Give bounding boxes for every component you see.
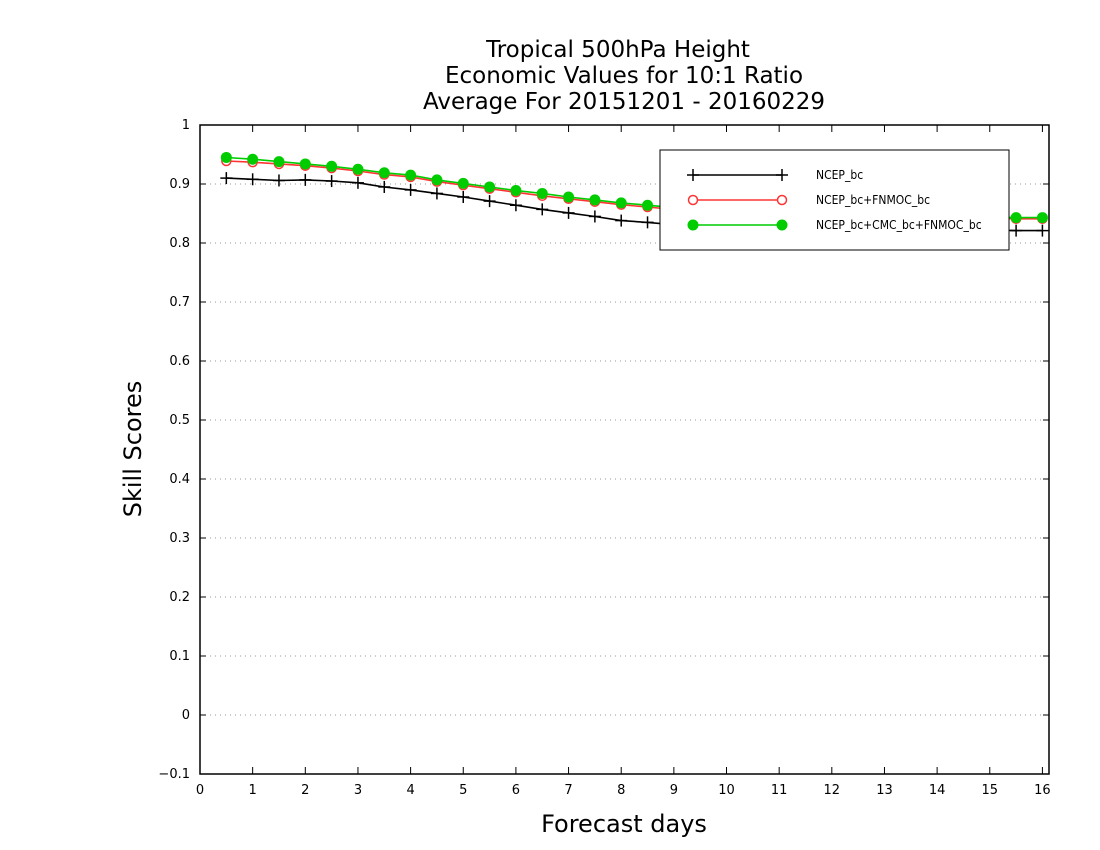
data-point <box>273 156 285 168</box>
y-tick-label: 0 <box>182 708 190 723</box>
x-tick-label: 16 <box>1034 783 1051 798</box>
data-point <box>484 181 496 193</box>
data-point <box>1010 224 1023 237</box>
data-point <box>1036 224 1049 237</box>
data-point <box>326 160 338 172</box>
data-point <box>325 175 338 188</box>
x-tick-label: 5 <box>459 783 467 798</box>
data-point <box>641 216 654 229</box>
data-point <box>405 169 417 181</box>
data-point <box>457 190 470 203</box>
chart-title-line-1: Tropical 500hPa Height <box>485 37 750 63</box>
x-tick-label: 10 <box>718 783 735 798</box>
y-tick-label: 1 <box>182 118 190 133</box>
data-point <box>378 180 391 193</box>
legend-marker-end <box>776 194 788 206</box>
x-tick-label: 9 <box>670 783 678 798</box>
y-tick-label: −0.1 <box>158 767 190 782</box>
data-point <box>351 176 364 189</box>
data-point <box>299 158 311 170</box>
y-tick-label: 0.6 <box>169 354 190 369</box>
data-point <box>588 210 601 223</box>
x-tick-label: 12 <box>824 783 841 798</box>
legend: NCEP_bc NCEP_bc+FNMOC_bc NCEP_bc+CMC_bc+FN… <box>659 149 1010 251</box>
data-point <box>536 203 549 216</box>
data-point <box>1010 212 1022 224</box>
data-point <box>431 174 443 186</box>
legend-entry: NCEP_bc+FNMOC_bc <box>687 193 930 207</box>
legend-entry: NCEP_bc <box>687 168 863 182</box>
data-point <box>1036 212 1048 224</box>
legend-label: NCEP_bc <box>816 168 863 182</box>
data-point <box>589 194 601 206</box>
x-tick-label: 1 <box>249 783 257 798</box>
data-point <box>457 177 469 189</box>
data-point <box>378 167 390 179</box>
data-point <box>615 197 627 209</box>
legend-label: NCEP_bc+CMC_bc+FNMOC_bc <box>816 218 982 232</box>
legend-marker-end <box>776 169 788 181</box>
x-tick-label: 4 <box>406 783 414 798</box>
y-tick-label: 0.4 <box>169 472 190 487</box>
x-axis-label: Forecast days <box>541 810 707 838</box>
data-point <box>247 153 259 165</box>
chart-title-line-2: Economic Values for 10:1 Ratio <box>445 63 803 89</box>
data-point <box>430 187 443 200</box>
legend-label: NCEP_bc+FNMOC_bc <box>816 193 930 207</box>
y-tick-label: 0.5 <box>169 413 190 428</box>
x-tick-label: 13 <box>876 783 893 798</box>
x-axis: 0 1 2 3 4 5 6 7 8 9 10 11 12 13 14 15 16 <box>196 125 1051 798</box>
y-tick-label: 0.2 <box>169 590 190 605</box>
x-tick-label: 0 <box>196 783 204 798</box>
chart-title-line-3: Average For 20151201 - 20160229 <box>423 89 825 115</box>
data-point <box>220 172 233 185</box>
x-tick-label: 7 <box>564 783 572 798</box>
legend-marker-end <box>776 219 788 231</box>
data-point <box>509 199 522 212</box>
data-point <box>220 151 232 163</box>
plot-frame <box>199 124 1050 775</box>
legend-entry: NCEP_bc+CMC_bc+FNMOC_bc <box>687 218 982 232</box>
y-tick-label: 0.1 <box>169 649 190 664</box>
data-point <box>299 173 312 186</box>
data-point <box>272 174 285 187</box>
x-tick-label: 14 <box>929 783 946 798</box>
y-tick-label: 0.3 <box>169 531 190 546</box>
data-point <box>562 206 575 219</box>
data-point <box>246 173 259 186</box>
legend-marker-start <box>687 194 699 206</box>
data-point <box>404 183 417 196</box>
x-tick-label: 2 <box>301 783 309 798</box>
data-point <box>615 214 628 227</box>
y-axis: −0.1 0 0.1 0.2 0.3 0.4 0.5 0.6 0.7 0.8 0.9 1 <box>158 118 1049 782</box>
data-point <box>563 191 575 203</box>
legend-marker-start <box>687 169 699 181</box>
data-point <box>483 195 496 208</box>
legend-marker-start <box>687 219 699 231</box>
data-point <box>642 199 654 211</box>
x-tick-label: 15 <box>981 783 998 798</box>
x-tick-label: 11 <box>771 783 788 798</box>
x-tick-label: 3 <box>354 783 362 798</box>
y-tick-label: 0.7 <box>169 295 190 310</box>
data-point <box>536 187 548 199</box>
data-point <box>510 184 522 196</box>
x-tick-label: 8 <box>617 783 625 798</box>
x-tick-label: 6 <box>512 783 520 798</box>
y-tick-label: 0.8 <box>169 236 190 251</box>
data-point <box>352 163 364 175</box>
gridlines <box>200 183 1049 716</box>
y-axis-label: Skill Scores <box>119 381 147 518</box>
y-tick-label: 0.9 <box>169 177 190 192</box>
